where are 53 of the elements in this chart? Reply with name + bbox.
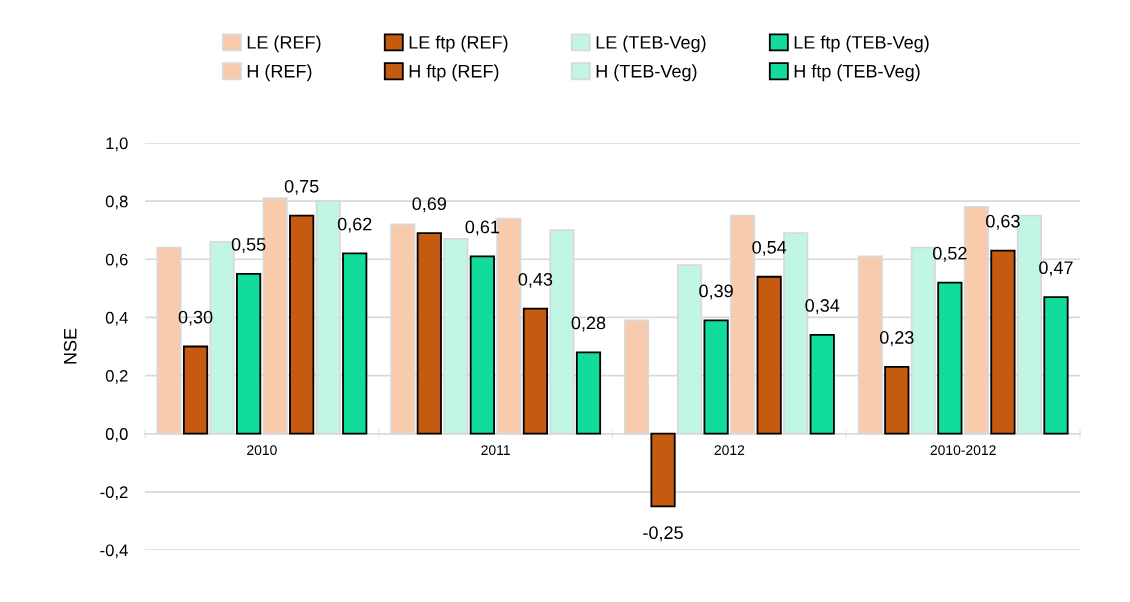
y-tick-label: 1,0 — [106, 137, 128, 152]
bar — [522, 307, 549, 435]
y-tick-label: -0,4 — [100, 544, 128, 559]
data-label: 0,39 — [699, 284, 733, 300]
x-tick-label: 2010-2012 — [930, 445, 996, 456]
legend-label: H ftp (REF) — [409, 64, 499, 82]
bar — [937, 281, 963, 435]
y-tick-label: 0,2 — [105, 369, 128, 384]
y-tick-label: 0,0 — [105, 428, 128, 442]
bar — [236, 272, 262, 435]
legend-label: LE (REF) — [247, 35, 321, 53]
legend-label: H ftp (TEB-Veg) — [794, 64, 920, 82]
x-tick-label: 2010 — [247, 445, 277, 456]
bar — [650, 432, 676, 508]
data-label: 0,43 — [518, 272, 553, 288]
data-label: 0,61 — [465, 220, 500, 236]
legend-label: LE ftp (TEB-Veg) — [794, 35, 929, 53]
y-axis-title: NSE — [63, 328, 77, 364]
data-label: 0,23 — [879, 331, 914, 346]
legend-label: H (REF) — [247, 64, 312, 82]
bar — [289, 214, 315, 435]
y-tick-label: 0,6 — [105, 253, 128, 268]
bar — [990, 249, 1016, 435]
x-tick-label: 2012 — [714, 445, 745, 456]
data-label: 0,75 — [284, 179, 319, 195]
legend-label: H (TEB-Veg) — [596, 64, 697, 82]
y-tick-label: -0,2 — [100, 486, 128, 501]
data-label: 0,63 — [986, 214, 1020, 230]
bar — [416, 232, 442, 435]
y-tick-label: 0,4 — [105, 311, 128, 326]
bar — [182, 345, 209, 435]
data-label: 0,69 — [412, 197, 447, 213]
bar — [342, 252, 368, 435]
bar — [884, 365, 910, 435]
data-label: 0,34 — [805, 299, 840, 314]
data-label: 0,47 — [1039, 261, 1073, 277]
data-label: 0,55 — [231, 238, 266, 253]
data-label: 0,52 — [933, 246, 967, 262]
bar — [703, 319, 729, 435]
bar — [809, 333, 835, 435]
y-tick-label: 0,8 — [105, 195, 128, 210]
legend-label: LE ftp (REF) — [409, 35, 508, 53]
legend-label: LE (TEB-Veg) — [596, 35, 706, 53]
data-label: 0,62 — [337, 217, 372, 233]
bar — [469, 255, 495, 435]
data-label: 0,30 — [178, 310, 213, 326]
data-label: 0,54 — [752, 240, 787, 256]
bar — [1043, 296, 1069, 435]
bar — [575, 351, 602, 435]
bar — [756, 275, 782, 435]
data-label: 0,28 — [571, 316, 606, 332]
x-tick-label: 2011 — [481, 445, 510, 456]
data-label: -0,25 — [643, 526, 683, 542]
